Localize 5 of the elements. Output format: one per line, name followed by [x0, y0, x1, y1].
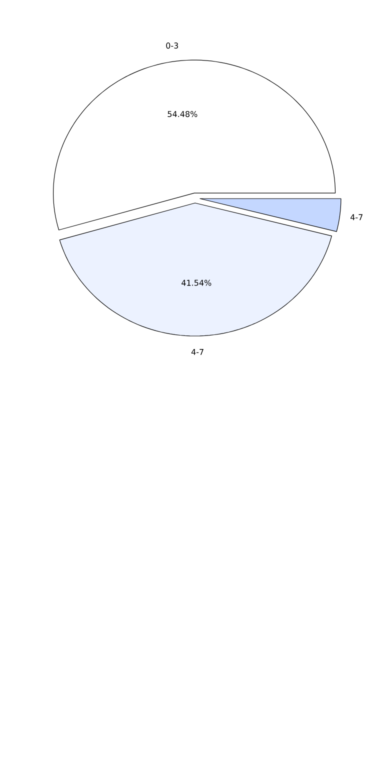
- data-label: 41.54%: [182, 280, 212, 286]
- slice-label: 4-7: [191, 349, 204, 355]
- slice-label: 4-7: [350, 214, 362, 220]
- data-label: 54.48%: [168, 111, 198, 118]
- slice-label: 0-3: [166, 42, 178, 49]
